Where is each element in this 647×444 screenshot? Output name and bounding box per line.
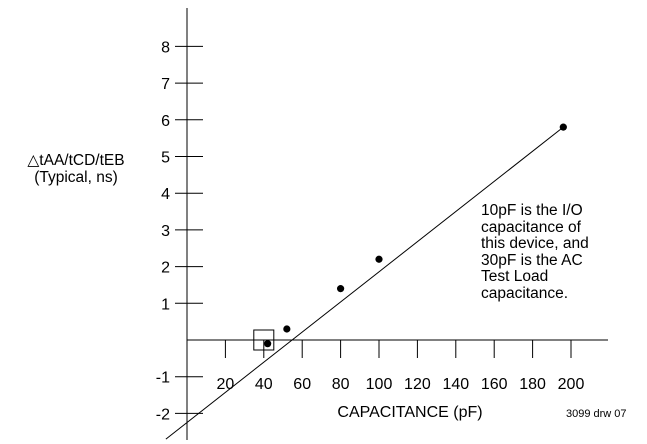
x-tick-label-160: 160	[481, 376, 508, 393]
data-point-3	[337, 285, 345, 293]
annotation-line-3: this device, and	[481, 235, 589, 253]
y-axis-label-line-2: (Typical, ns)	[34, 169, 118, 186]
annotation-line-4: 30pF is the AC	[481, 251, 583, 269]
y-tick-label-2: 2	[161, 260, 170, 277]
x-tick-label-60: 60	[293, 376, 311, 393]
figure-code: 3099 drw 07	[566, 408, 627, 420]
x-tick-label-120: 120	[404, 376, 431, 393]
annotation-text: 10pF is the I/O capacitance of this devi…	[481, 202, 631, 303]
data-point-2	[283, 325, 291, 333]
annotation-line-5: Test Load	[481, 268, 549, 286]
data-point-5	[559, 123, 567, 131]
y-tick-label-3: 3	[161, 223, 170, 240]
annotation-line-2: capacitance of	[481, 218, 581, 236]
y-tick-label-5: 5	[161, 150, 170, 167]
y-tick-label--2: -2	[156, 406, 170, 423]
x-axis-label: CAPACITANCE (pF)	[337, 404, 483, 421]
data-point-1	[264, 340, 272, 348]
x-tick-label-100: 100	[366, 376, 393, 393]
data-points	[264, 123, 567, 348]
y-tick-label--1: -1	[156, 370, 170, 387]
x-tick-label-40: 40	[255, 376, 273, 393]
x-tick-labels: 20 40 60 80 100 120 140 160 180 200	[217, 376, 585, 393]
x-tick-label-200: 200	[558, 376, 585, 393]
y-tick-label-4: 4	[161, 186, 170, 203]
x-tick-marks	[224, 340, 572, 358]
x-tick-label-140: 140	[442, 376, 469, 393]
x-tick-label-180: 180	[519, 376, 546, 393]
y-tick-label-6: 6	[161, 113, 170, 130]
x-tick-label-20: 20	[217, 376, 235, 393]
reference-square-marker	[253, 329, 275, 351]
data-point-4	[375, 255, 383, 263]
trend-line	[165, 126, 564, 440]
x-tick-label-80: 80	[332, 376, 350, 393]
annotation-line-6: capacitance.	[481, 284, 569, 302]
y-axis-label: △tAA/tCD/tEB (Typical, ns)	[0, 152, 152, 186]
annotation-line-1: 10pF is the I/O	[481, 202, 583, 219]
y-tick-label-1: 1	[161, 296, 170, 313]
y-tick-label-8: 8	[161, 39, 170, 56]
y-tick-label-7: 7	[161, 76, 170, 93]
y-tick-marks	[175, 45, 203, 414]
y-axis-label-line-1: △tAA/tCD/tEB	[27, 152, 125, 169]
